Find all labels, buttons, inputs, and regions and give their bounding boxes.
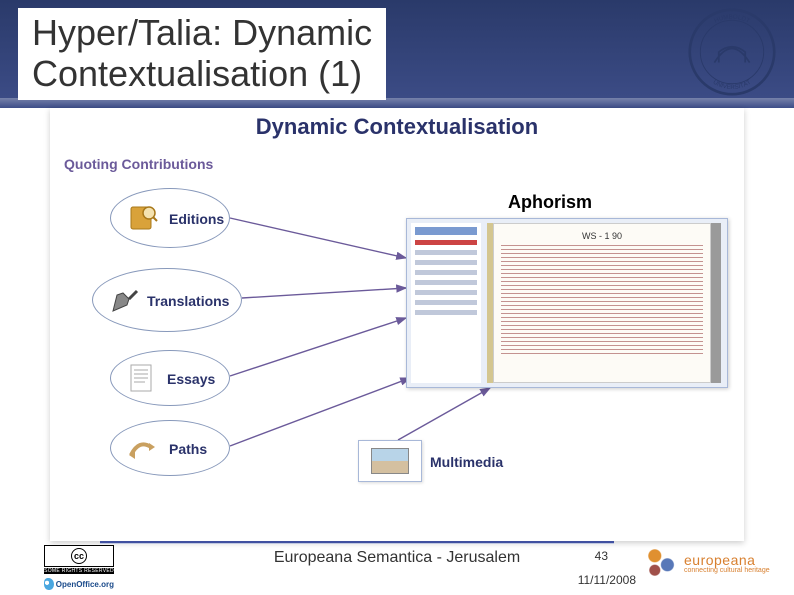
label-paths: Paths — [169, 441, 207, 457]
node-paths: Paths — [110, 420, 230, 476]
europeana-icon — [644, 545, 680, 581]
label-translations: Translations — [147, 293, 229, 309]
cc-label: SOME RIGHTS RESERVED — [44, 568, 114, 574]
footer-date: 11/11/2008 — [578, 573, 636, 587]
node-translations: Translations — [92, 268, 242, 332]
diagram-title: Dynamic Contextualisation — [50, 114, 744, 140]
title-line-2: Contextualisation (1) — [32, 53, 372, 94]
europeana-logo: europeana connecting cultural heritage — [644, 541, 790, 585]
pen-icon — [107, 283, 141, 317]
openoffice-badge-icon: OpenOffice.org — [44, 577, 114, 591]
node-editions: Editions — [110, 188, 230, 248]
node-aphorism: WS - 1 90 — [406, 218, 728, 388]
aphorism-sidebar — [411, 223, 481, 383]
cc-badge-icon: cc — [44, 545, 114, 567]
university-seal: HUMBOLDT UNIVERSITÄT — [688, 8, 776, 96]
aphorism-page: WS - 1 90 — [487, 223, 721, 383]
diagram-subheading: Quoting Contributions — [64, 156, 213, 172]
svg-text:UNIVERSITÄT: UNIVERSITÄT — [712, 79, 753, 91]
footer-divider — [100, 541, 614, 544]
title-line-1: Hyper/Talia: Dynamic — [32, 12, 372, 53]
slide-footer: Europeana Semantica - Jerusalem 43 11/11… — [0, 541, 794, 595]
node-multimedia — [358, 440, 422, 482]
europeana-main: europeana — [684, 553, 770, 567]
aphorism-page-title: WS - 1 90 — [501, 231, 703, 241]
node-essays: Essays — [110, 350, 230, 406]
title-box: Hyper/Talia: Dynamic Contextualisation (… — [18, 8, 386, 101]
photo-icon — [371, 448, 409, 474]
seal-text-bottom: UNIVERSITÄT — [712, 79, 753, 91]
svg-text:HUMBOLDT: HUMBOLDT — [713, 14, 751, 25]
label-editions: Editions — [169, 211, 224, 227]
manuscript-icon — [501, 245, 703, 357]
page-number: 43 — [595, 549, 608, 563]
seal-text-top: HUMBOLDT — [713, 14, 751, 25]
europeana-sub: connecting cultural heritage — [684, 567, 770, 574]
path-arrows-icon — [125, 431, 159, 465]
slide-header: Hyper/Talia: Dynamic Contextualisation (… — [0, 0, 794, 108]
label-essays: Essays — [167, 371, 215, 387]
content-panel: Dynamic Contextualisation Quoting Contri… — [50, 108, 744, 541]
openoffice-label: OpenOffice.org — [56, 580, 114, 589]
label-aphorism: Aphorism — [508, 192, 592, 213]
book-magnify-icon — [127, 201, 161, 235]
label-multimedia: Multimedia — [430, 454, 503, 470]
page-lines-icon — [125, 361, 159, 395]
